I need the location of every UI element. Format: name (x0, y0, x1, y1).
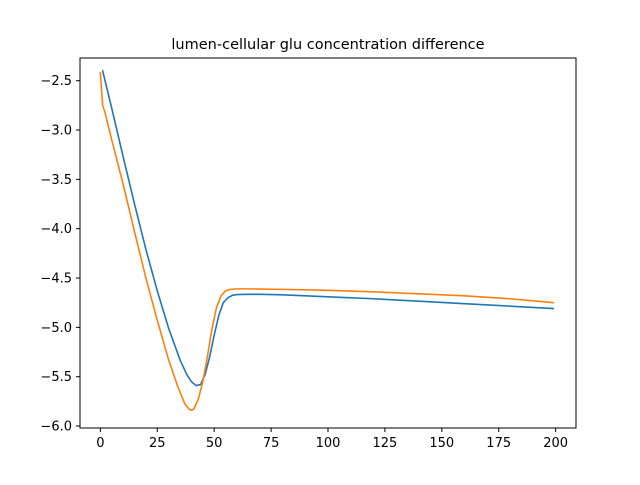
x-tick-label: 200 (543, 436, 568, 451)
series-line-2 (99, 72, 555, 412)
series-line-1 (101, 70, 555, 387)
x-tick-label: 175 (486, 436, 511, 451)
y-tick-label: −3.0 (40, 124, 72, 139)
y-tick-label: −5.5 (40, 370, 72, 385)
y-tick-label: −4.0 (40, 222, 72, 237)
x-tick-label: 0 (96, 436, 104, 451)
y-tick-label: −3.5 (40, 173, 72, 188)
x-tick-label: 125 (372, 436, 397, 451)
chart-title: lumen-cellular glu concentration differe… (171, 37, 484, 53)
plot-background (80, 58, 576, 428)
x-tick-label: 75 (263, 436, 280, 451)
y-tick-label: −6.0 (40, 420, 72, 435)
x-tick-label: 50 (206, 436, 223, 451)
y-axis: −6.0 −5.5 −5.0 −4.5 −4.0 −3.5 −3.0 −2.5 (40, 74, 80, 435)
y-tick-label: −2.5 (40, 74, 72, 89)
x-tick-label: 25 (149, 436, 166, 451)
series-layer (99, 70, 555, 412)
y-tick-label: −4.5 (40, 272, 72, 287)
y-tick-label: −5.0 (40, 321, 72, 336)
x-tick-label: 100 (316, 436, 341, 451)
x-axis: 0 25 50 75 100 125 150 175 200 (96, 428, 568, 451)
x-tick-label: 150 (429, 436, 454, 451)
